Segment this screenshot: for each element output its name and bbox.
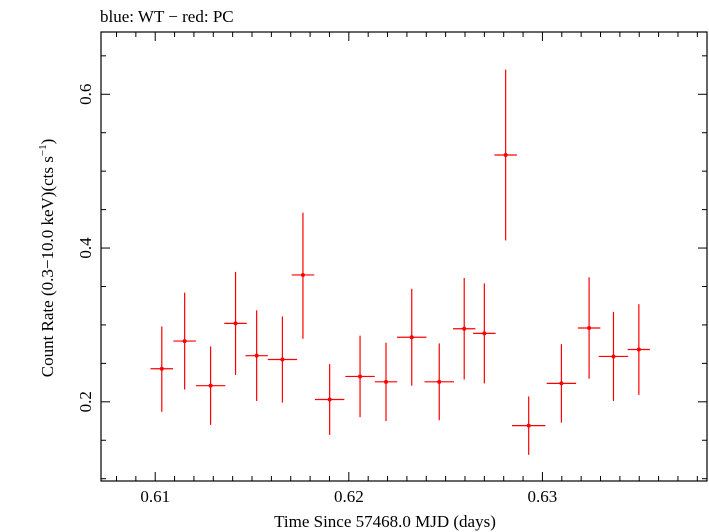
data-series-red (150, 69, 651, 455)
data-marker (526, 423, 531, 428)
data-marker (503, 153, 508, 158)
data-marker (611, 354, 616, 359)
data-marker (159, 366, 164, 371)
data-point (267, 316, 298, 403)
chart-title: blue: WT − red: PC (100, 7, 234, 26)
data-marker (327, 397, 332, 402)
data-marker (280, 357, 285, 362)
x-tick-label: 0.61 (140, 487, 170, 506)
data-point (512, 396, 546, 455)
data-marker (300, 272, 305, 277)
x-axis-label: Time Since 57468.0 MJD (days) (274, 512, 496, 531)
y-axis-label-exponent: −1 (37, 144, 49, 156)
data-point (577, 277, 601, 379)
x-axis-ticks (115, 32, 698, 481)
data-marker (208, 383, 213, 388)
x-axis-tick-labels: 0.61 0.62 0.63 (140, 487, 557, 506)
data-point (224, 271, 247, 375)
y-tick-label: 0.2 (76, 391, 95, 412)
data-point (291, 212, 315, 339)
y-axis-label: Count Rate (0.3−10.0 keV)(cts s−1) (37, 139, 57, 378)
data-marker (636, 347, 641, 352)
data-marker (437, 379, 442, 384)
data-marker (587, 326, 592, 331)
y-axis-ticks (101, 55, 707, 480)
data-point (473, 283, 496, 384)
data-marker (358, 374, 363, 379)
data-point (314, 364, 345, 435)
data-point (345, 335, 375, 418)
x-tick-label: 0.63 (528, 487, 558, 506)
data-point (424, 343, 454, 421)
y-axis-label-close: ) (38, 139, 57, 145)
data-point (150, 326, 174, 412)
data-point (374, 342, 398, 422)
data-point (397, 288, 427, 386)
data-marker (254, 353, 259, 358)
data-point (546, 344, 577, 423)
data-point (598, 311, 629, 402)
data-marker (559, 381, 564, 386)
data-point (494, 69, 517, 241)
x-tick-label: 0.62 (334, 487, 364, 506)
y-axis-tick-labels: 0.2 0.4 0.6 (76, 84, 95, 413)
data-marker (462, 326, 467, 331)
data-marker (482, 331, 487, 336)
y-tick-label: 0.6 (76, 84, 95, 105)
data-point (627, 304, 651, 395)
data-point (245, 310, 268, 402)
data-marker (409, 335, 414, 340)
y-tick-label: 0.4 (76, 237, 95, 259)
data-point (195, 346, 226, 425)
data-marker (383, 379, 388, 384)
data-marker (233, 321, 238, 326)
y-axis-label-main: Count Rate (0.3−10.0 keV)(cts s (38, 156, 57, 377)
plot-frame (100, 31, 708, 482)
data-point (173, 292, 196, 390)
data-marker (182, 339, 187, 344)
data-point (452, 278, 476, 380)
